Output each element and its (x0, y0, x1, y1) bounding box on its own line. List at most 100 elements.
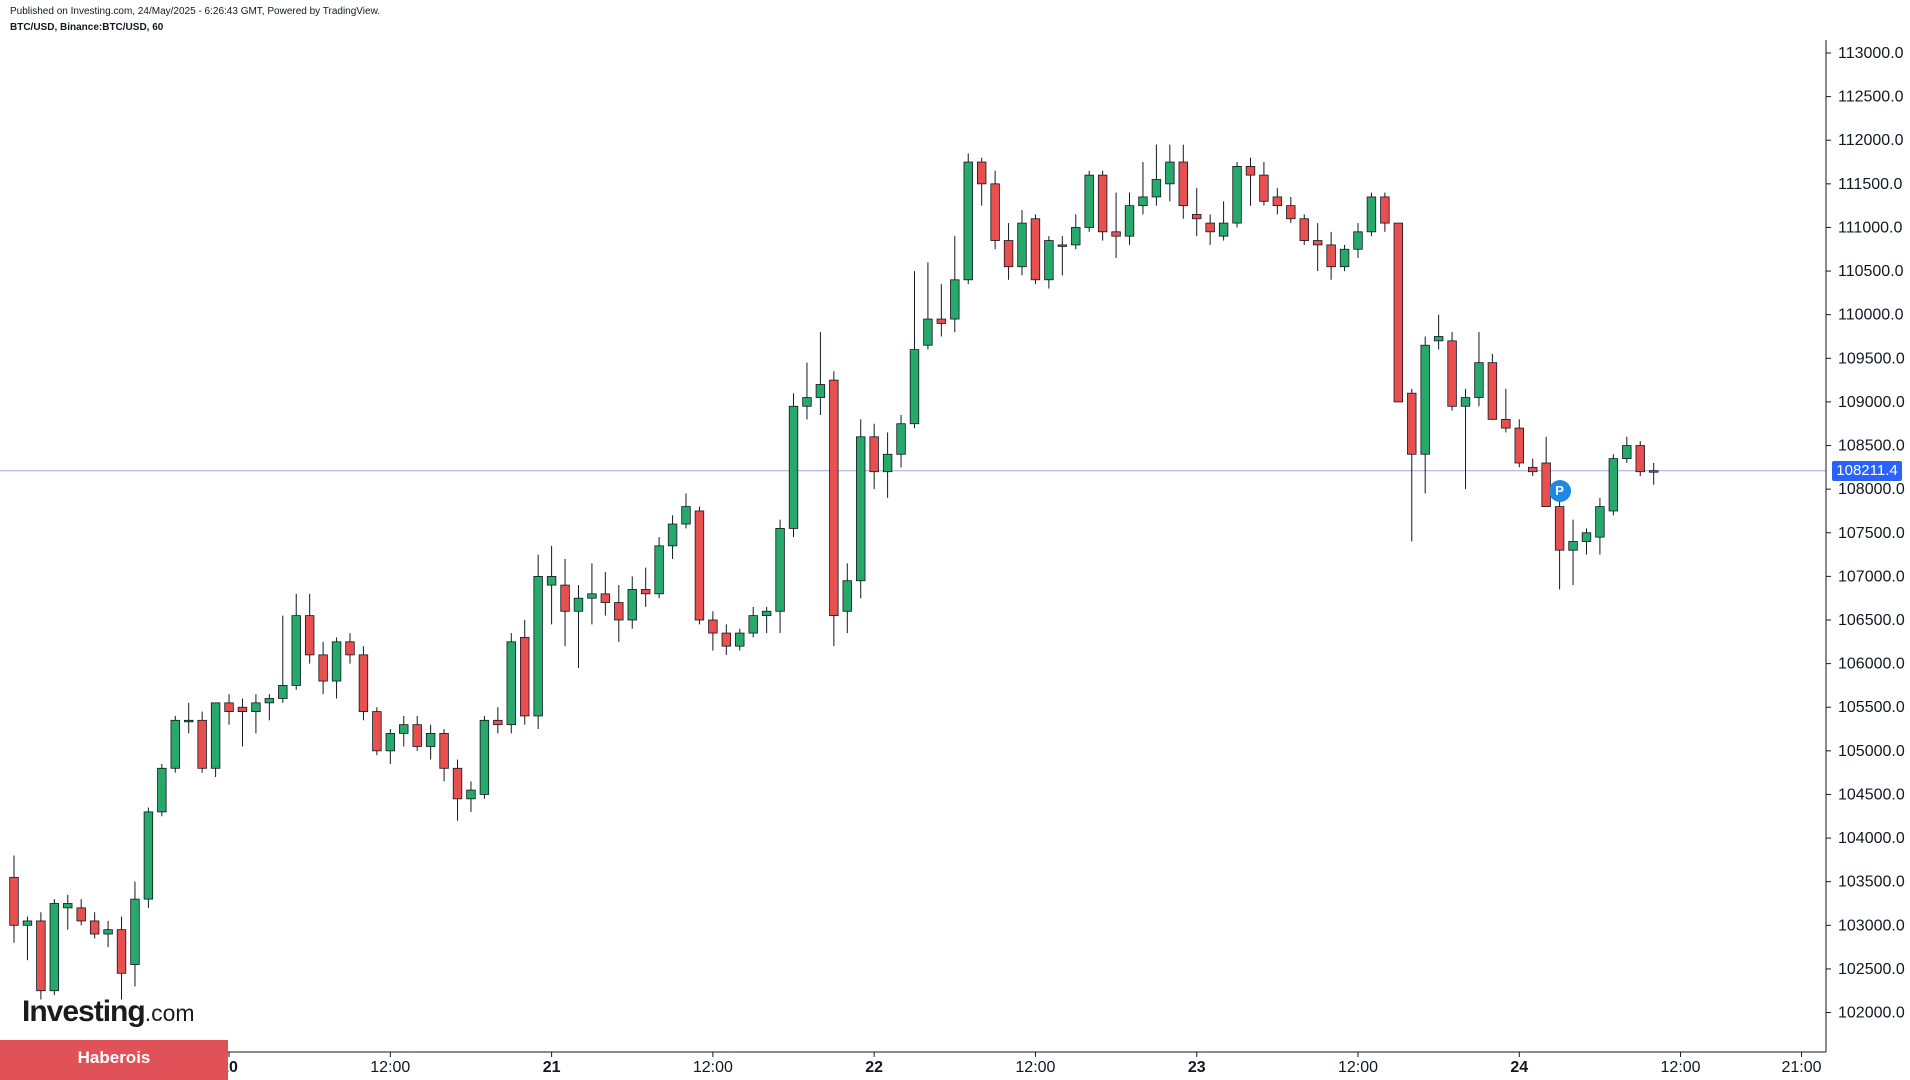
price-tick-label: 110000.0 (1838, 307, 1904, 324)
candle (640, 567, 651, 607)
candle-body (600, 593, 611, 603)
candle-body (587, 593, 597, 599)
candle (385, 729, 396, 764)
candle-body (1393, 222, 1404, 403)
candle-body (1420, 344, 1430, 455)
candle-body (9, 876, 19, 926)
candle (815, 332, 826, 416)
candle-body (1595, 506, 1605, 538)
candle (1272, 188, 1283, 215)
candle (909, 271, 920, 429)
candle (466, 781, 476, 812)
candle (1299, 214, 1309, 245)
candle-body (1407, 392, 1417, 455)
candle-body (331, 641, 342, 682)
candle-body (573, 597, 584, 612)
candle-body (1003, 240, 1014, 268)
candle-body (856, 436, 866, 582)
candle (1393, 222, 1404, 403)
candle-body (493, 719, 503, 726)
candle-body (694, 510, 705, 621)
candle (560, 558, 570, 647)
candle-body (130, 898, 140, 965)
candle (304, 593, 315, 664)
candle (1460, 388, 1471, 490)
candle (600, 572, 611, 616)
candle (587, 563, 597, 625)
candle-body (1272, 196, 1283, 207)
candle-body (1622, 445, 1632, 460)
price-tick-label: 103000.0 (1838, 917, 1905, 934)
candle (1407, 388, 1417, 542)
candle-body (210, 702, 221, 769)
candle (1487, 353, 1498, 420)
candle-body (197, 719, 207, 769)
candle-body (681, 506, 691, 525)
price-axis[interactable]: 102000.0 102500.0 103000.0 103500.0 104000.0… (1825, 40, 1905, 1052)
candle (22, 916, 33, 961)
price-tick-label: 113000.0 (1838, 45, 1904, 62)
candle (923, 262, 933, 350)
candle (1245, 157, 1256, 206)
candle-body (1353, 231, 1363, 250)
candle-body (882, 453, 893, 473)
candle-body (1057, 244, 1068, 247)
candle-body (1165, 161, 1175, 185)
candle (318, 641, 328, 695)
candle (1218, 201, 1229, 241)
candle (399, 715, 409, 747)
candle (251, 694, 261, 734)
candle-body (721, 632, 732, 647)
candle (1003, 223, 1014, 280)
candle (1111, 192, 1121, 258)
candle (1259, 162, 1269, 206)
candle (614, 585, 624, 642)
candle-body (654, 545, 664, 595)
candle (829, 371, 839, 647)
candle-body (1218, 222, 1229, 237)
candle-body (1299, 218, 1309, 241)
candle (1554, 497, 1565, 590)
candle-body (452, 767, 463, 800)
investing-logo: Investing.com (22, 995, 195, 1029)
logo-name: Investing (22, 995, 146, 1028)
candle-body (533, 575, 543, 717)
price-tick-label: 109000.0 (1838, 394, 1905, 411)
time-tick-label: 12:00 (1661, 1059, 1701, 1076)
candle (278, 615, 288, 703)
candle (345, 633, 355, 664)
candle (1030, 214, 1041, 285)
candle-body (89, 920, 100, 935)
candle (963, 153, 973, 285)
candle (1380, 192, 1390, 232)
candle (210, 702, 221, 778)
candle-body (842, 580, 852, 612)
candle (9, 855, 19, 943)
candle-body (1554, 506, 1565, 551)
candle-body (1648, 470, 1659, 473)
time-axis[interactable]: 12:002012:002112:002212:002312:002412:00… (0, 1051, 1826, 1076)
candle (976, 157, 987, 206)
candle-body (976, 161, 987, 185)
candle (802, 362, 812, 420)
candle (1608, 454, 1619, 516)
candle (1648, 462, 1659, 485)
candle-body (63, 903, 73, 909)
candle (1044, 236, 1054, 289)
candle-body (479, 719, 490, 795)
price-tick-label: 110500.0 (1838, 263, 1904, 280)
time-tick-label: 12:00 (1338, 1059, 1378, 1076)
candle (1232, 162, 1242, 228)
chart-header: Published on Investing.com, 24/May/2025 … (10, 4, 380, 36)
event-marker-icon[interactable]: P (1548, 480, 1571, 502)
candle-body (1447, 340, 1457, 407)
candle-body (1541, 462, 1551, 507)
candle (896, 415, 906, 468)
candle-body (466, 789, 476, 800)
candle (694, 506, 705, 625)
candle-body (1071, 227, 1081, 246)
candle (546, 545, 557, 625)
candle (130, 881, 140, 987)
candle (63, 894, 73, 930)
